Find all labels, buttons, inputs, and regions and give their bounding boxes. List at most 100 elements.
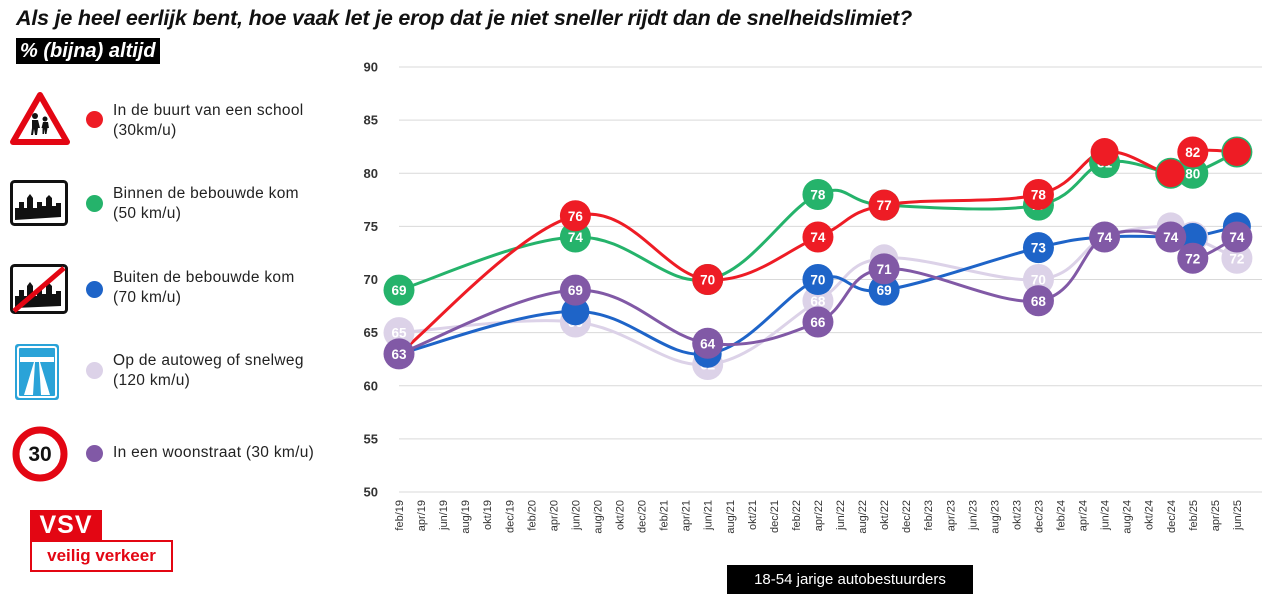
- motorway-sign-icon: [14, 343, 60, 406]
- data-label: 71: [877, 262, 893, 277]
- x-tick-label: jun/22: [835, 500, 847, 531]
- data-point: [383, 338, 415, 370]
- data-label: 69: [568, 283, 583, 298]
- x-tick-label: aug/23: [989, 500, 1001, 534]
- data-label: 68: [1031, 294, 1047, 309]
- data-point: [868, 274, 900, 306]
- data-label: 74: [810, 230, 826, 245]
- data-point: [1177, 136, 1209, 168]
- x-tick-label: dec/22: [901, 500, 913, 533]
- y-tick-label: 65: [364, 325, 378, 340]
- x-tick-label: apr/21: [681, 500, 693, 531]
- y-tick-label: 85: [364, 113, 378, 128]
- data-point: [868, 253, 900, 285]
- data-point: [802, 179, 834, 210]
- x-tick-label: aug/20: [592, 500, 604, 534]
- population-footnote: 18-54 jarige autobestuurders: [727, 565, 973, 594]
- data-label: 63: [391, 347, 407, 362]
- x-tick-label: dec/20: [637, 500, 649, 533]
- speed-limit-30-sign-icon: 30: [12, 426, 68, 487]
- data-label: 78: [810, 188, 826, 203]
- data-label: 74: [1229, 230, 1245, 245]
- data-point: [561, 297, 590, 326]
- built-up-area-sign-icon: [10, 180, 68, 231]
- vsv-logo: VSV veilig verkeer: [30, 510, 173, 572]
- x-tick-label: aug/22: [857, 500, 869, 534]
- data-label: 80: [1185, 166, 1200, 181]
- x-tick-label: aug/21: [725, 500, 737, 534]
- data-point: [383, 274, 415, 306]
- legend-color-dot: [86, 111, 103, 128]
- legend-label: Binnen de bebouwde kom: [113, 185, 299, 202]
- data-point: [692, 327, 724, 359]
- x-tick-label: apr/24: [1078, 500, 1090, 531]
- legend-item-school: In de buurt van een school (30km/u): [0, 92, 340, 152]
- x-tick-label: feb/21: [659, 500, 671, 531]
- data-label: 72: [1185, 251, 1200, 266]
- x-tick-label: dec/21: [769, 500, 781, 533]
- data-label: 82: [1185, 145, 1200, 160]
- y-tick-label: 80: [364, 166, 378, 181]
- data-point: [559, 221, 591, 253]
- legend-item-outside-built-up: Buiten de bebouwde kom (70 km/u): [0, 264, 340, 324]
- x-tick-label: jun/19: [438, 500, 450, 531]
- x-tick-label: apr/20: [548, 500, 560, 531]
- x-tick-label: okt/21: [747, 500, 759, 530]
- legend-label: In de buurt van een school: [113, 102, 304, 119]
- legend-color-dot: [86, 362, 103, 379]
- end-built-up-area-sign-icon: [10, 264, 68, 319]
- logo-text-vsv: VSV: [30, 510, 102, 540]
- x-tick-label: feb/23: [923, 500, 935, 531]
- x-tick-label: dec/19: [504, 500, 516, 533]
- data-label: 72: [1229, 251, 1244, 266]
- data-label: 65: [391, 326, 407, 341]
- data-label: 70: [700, 273, 715, 288]
- data-point: [692, 264, 724, 295]
- x-tick-label: aug/24: [1122, 500, 1134, 534]
- data-point: [802, 285, 834, 317]
- x-tick-label: aug/19: [460, 500, 472, 534]
- x-tick-label: feb/19: [394, 500, 406, 531]
- x-tick-label: okt/22: [879, 500, 891, 530]
- data-point: [1022, 232, 1054, 264]
- x-tick-label: feb/25: [1188, 500, 1200, 531]
- legend-label: Op de autoweg of snelweg: [113, 352, 304, 369]
- x-tick-label: jun/23: [967, 500, 979, 531]
- data-label: 76: [568, 209, 584, 224]
- data-point: [1178, 223, 1207, 251]
- x-tick-label: apr/23: [945, 500, 957, 531]
- data-label: 64: [700, 336, 716, 351]
- legend-label: Buiten de bebouwde kom: [113, 269, 295, 286]
- data-label: 74: [1097, 230, 1113, 245]
- chart-title: Als je heel eerlijk bent, hoe vaak let j…: [16, 6, 913, 30]
- x-tick-label: apr/22: [813, 500, 825, 531]
- chart-subtitle: % (bijna) altijd: [16, 38, 160, 64]
- legend-color-dot: [86, 445, 103, 462]
- data-point: [1022, 179, 1054, 210]
- data-label: 69: [877, 283, 892, 298]
- data-point: [868, 189, 900, 221]
- legend-color-dot: [86, 195, 103, 212]
- x-tick-label: jun/21: [703, 500, 715, 531]
- y-tick-label: 55: [364, 431, 378, 446]
- data-point: [1221, 221, 1253, 253]
- x-tick-label: okt/23: [1011, 500, 1023, 530]
- legend-item-built-up: Binnen de bebouwde kom (50 km/u): [0, 180, 340, 240]
- data-label: 73: [1031, 241, 1047, 256]
- legend-label-sub: (30km/u): [113, 122, 177, 139]
- data-point: [802, 221, 834, 253]
- svg-text:30: 30: [28, 443, 51, 466]
- y-tick-label: 60: [364, 378, 378, 393]
- legend-item-motorway: Op de autoweg of snelweg (120 km/u): [0, 343, 340, 403]
- data-label: 66: [810, 315, 826, 330]
- y-tick-label: 50: [364, 485, 378, 500]
- x-tick-label: jun/20: [570, 500, 582, 531]
- data-label: 70: [1031, 273, 1046, 288]
- data-point: [1177, 242, 1209, 274]
- data-point: [1090, 138, 1119, 166]
- legend-label-sub: (70 km/u): [113, 289, 182, 306]
- data-point: [1221, 242, 1253, 274]
- y-tick-label: 75: [364, 219, 378, 234]
- legend-label: In een woonstraat (30 km/u): [113, 444, 315, 461]
- data-label: 74: [568, 230, 584, 245]
